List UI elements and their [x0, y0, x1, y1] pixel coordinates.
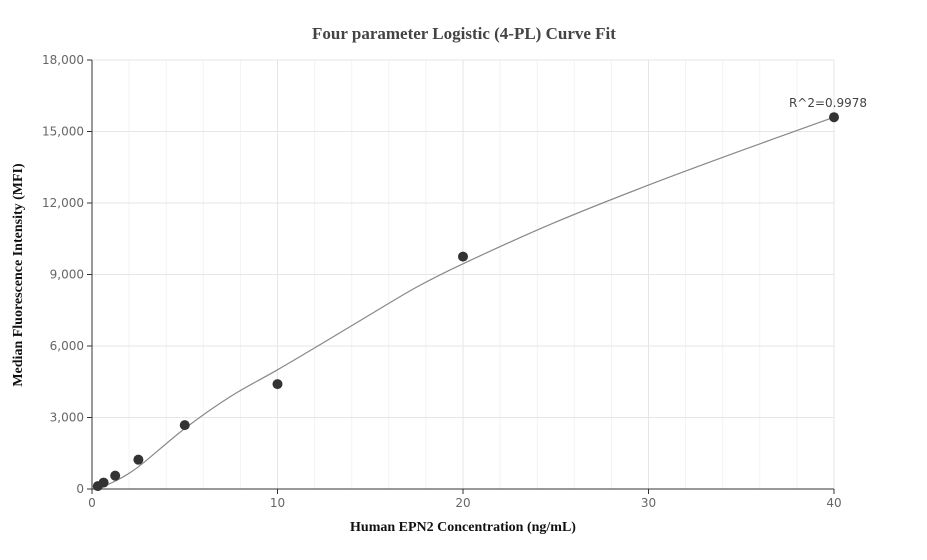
data-point	[272, 379, 283, 390]
axes	[87, 59, 835, 494]
data-point	[458, 251, 468, 262]
y-tick-label: 9,000	[50, 268, 84, 282]
data-point	[110, 470, 121, 481]
chart-title: Four parameter Logistic (4-PL) Curve Fit	[312, 24, 616, 43]
data-point	[829, 112, 839, 123]
fit-curve	[97, 116, 835, 489]
x-tick-label: 10	[270, 496, 285, 510]
grid	[92, 59, 835, 489]
y-tick-label: 12,000	[42, 196, 84, 210]
y-tick-label: 6,000	[50, 339, 84, 353]
r-squared-annotation: R^2=0.9978	[789, 96, 867, 110]
x-tick-label: 0	[88, 496, 96, 510]
y-tick-label: 15,000	[42, 125, 84, 139]
x-tick-label: 20	[455, 496, 470, 510]
y-tick-label: 3,000	[50, 411, 84, 425]
data-point	[133, 454, 144, 465]
data-point	[98, 477, 109, 488]
data-point	[179, 420, 190, 431]
data-points	[92, 112, 839, 492]
x-tick-label: 30	[641, 496, 656, 510]
tick-labels: 0 10 20 30 40 0 3,000 6,000 9,000 12,000 15,000 18,…	[42, 53, 842, 510]
y-tick-label: 18,000	[42, 53, 84, 67]
y-axis-label: Median Fluorescence Intensity (MFI)	[11, 163, 26, 387]
x-axis-label: Human EPN2 Concentration (ng/mL)	[350, 520, 576, 535]
x-tick-label: 40	[826, 496, 841, 510]
y-tick-label: 0	[76, 482, 84, 496]
